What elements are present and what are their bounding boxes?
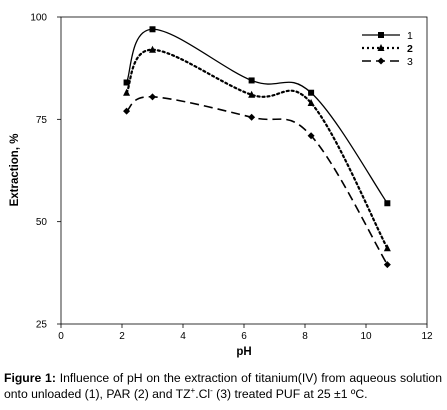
y-axis-label: Extraction, % bbox=[9, 134, 21, 207]
triangle-marker bbox=[123, 88, 131, 96]
square-marker bbox=[378, 32, 384, 38]
x-tick-label: 6 bbox=[241, 331, 247, 342]
legend-label: 3 bbox=[407, 56, 413, 68]
diamond-marker bbox=[307, 132, 315, 140]
plot-frame bbox=[60, 16, 428, 325]
diamond-marker bbox=[377, 57, 385, 65]
triangle-marker bbox=[377, 44, 385, 51]
plot-border bbox=[60, 16, 428, 325]
series-line bbox=[125, 28, 388, 204]
diamond-marker bbox=[149, 93, 156, 101]
series-line bbox=[125, 48, 389, 250]
legend-item: 2 bbox=[362, 43, 413, 55]
series-1 bbox=[123, 26, 391, 207]
legend-item: 1 bbox=[362, 30, 413, 42]
series-layer bbox=[123, 26, 391, 269]
square-marker bbox=[308, 89, 315, 96]
x-tick-label: 4 bbox=[180, 331, 186, 342]
caption-superscript-plus: + bbox=[190, 385, 196, 395]
x-tick-label: 2 bbox=[119, 331, 125, 342]
x-tick-label: 8 bbox=[302, 331, 308, 342]
x-tick-label: 12 bbox=[421, 331, 433, 342]
x-axis-label: pH bbox=[236, 346, 251, 358]
y-tick-label: 25 bbox=[36, 320, 48, 331]
legend: 123 bbox=[362, 30, 413, 68]
caption-text-1: Influence of pH on the extraction of tit… bbox=[4, 371, 442, 401]
diamond-marker bbox=[248, 113, 256, 121]
square-marker bbox=[123, 79, 130, 86]
triangle-marker bbox=[383, 244, 391, 252]
diamond-marker bbox=[123, 107, 131, 115]
y-tick-label: 50 bbox=[36, 217, 48, 228]
series-2 bbox=[123, 45, 391, 252]
square-marker bbox=[384, 200, 391, 207]
triangle-marker bbox=[149, 45, 156, 53]
legend-item: 3 bbox=[362, 56, 413, 68]
triangle-marker bbox=[307, 98, 315, 106]
legend-label: 2 bbox=[407, 43, 413, 55]
y-tick-label: 75 bbox=[36, 115, 48, 126]
x-tick-label: 0 bbox=[58, 331, 64, 342]
y-axis-ticks: 25 50 75 100 bbox=[30, 13, 61, 331]
caption-text-3: (3) treated PUF at 25 ±1 ºC. bbox=[212, 387, 368, 401]
x-axis-ticks: 0 2 4 6 8 10 12 bbox=[58, 324, 433, 342]
diamond-marker bbox=[383, 261, 391, 269]
series-3 bbox=[123, 93, 391, 269]
legend-label: 1 bbox=[407, 30, 413, 42]
figure-caption: Figure 1: Influence of pH on the extract… bbox=[4, 370, 442, 402]
triangle-marker bbox=[248, 90, 256, 98]
caption-superscript-minus: - bbox=[210, 385, 213, 395]
x-tick-label: 10 bbox=[360, 331, 372, 342]
caption-lead: Figure 1: bbox=[4, 371, 56, 385]
series-line bbox=[126, 96, 389, 266]
square-marker bbox=[149, 26, 156, 33]
square-marker bbox=[248, 77, 255, 84]
caption-text-2: .Cl bbox=[195, 387, 211, 401]
y-tick-label: 100 bbox=[30, 13, 47, 24]
